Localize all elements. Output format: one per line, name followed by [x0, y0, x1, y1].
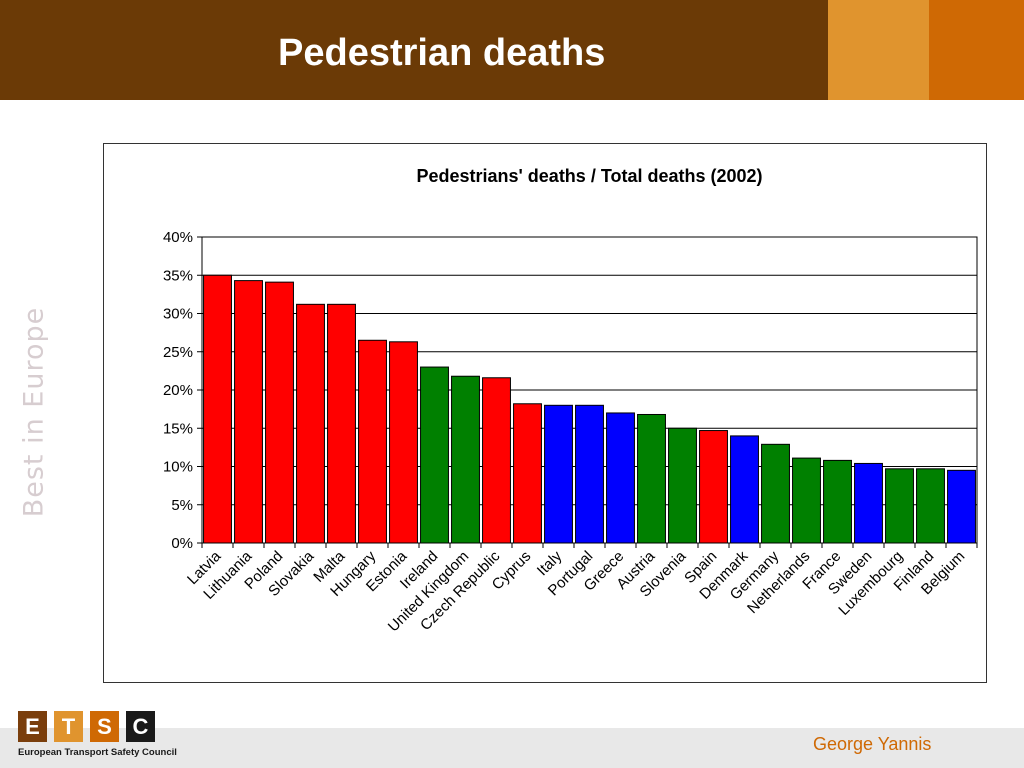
header-accent-dark: [929, 0, 1024, 100]
bar: [296, 303, 325, 544]
bar: [544, 404, 573, 544]
bar: [730, 435, 759, 544]
header-accent-light: [828, 0, 929, 100]
y-tick-label: 30%: [163, 306, 193, 323]
author-name: George Yannis: [813, 734, 932, 754]
bar: [885, 468, 914, 544]
bar: [699, 430, 728, 544]
bar: [575, 404, 604, 544]
footer-bar: [0, 728, 1024, 768]
bar: [668, 427, 697, 544]
y-tick-label: 25%: [163, 344, 193, 361]
y-tick-label: 0%: [171, 535, 193, 552]
y-tick-label: 15%: [163, 420, 193, 437]
bar: [234, 280, 263, 544]
bar: [513, 403, 542, 544]
bar: [420, 366, 449, 544]
logo-letter-s: S: [90, 711, 119, 742]
slide-title: Pedestrian deaths: [278, 32, 606, 74]
bar: [637, 413, 666, 544]
y-tick-label: 5%: [171, 497, 193, 514]
chart-title: Pedestrians' deaths / Total deaths (2002…: [416, 166, 762, 186]
bar: [916, 468, 945, 544]
bar: [451, 375, 480, 544]
bar: [606, 412, 635, 544]
bar: [823, 459, 852, 544]
logo-letter-t: T: [54, 711, 83, 742]
y-tick-label: 20%: [163, 382, 193, 399]
bar: [761, 443, 790, 544]
y-tick-label: 35%: [163, 267, 193, 284]
y-tick-label: 10%: [163, 459, 193, 476]
logo-letter-c: C: [126, 711, 155, 742]
y-tick-label: 40%: [163, 229, 193, 246]
bar: [482, 377, 511, 544]
side-watermark-text: Best in Europe: [18, 306, 50, 518]
chart-frame: Pedestrians' deaths / Total deaths (2002…: [103, 143, 987, 683]
bar: [327, 303, 356, 544]
bar: [792, 457, 821, 544]
logo-letter-e: E: [18, 711, 47, 742]
bar-chart: Pedestrians' deaths / Total deaths (2002…: [163, 166, 978, 635]
bar: [947, 469, 976, 544]
bar: [854, 462, 883, 544]
logo-caption: European Transport Safety Council: [18, 747, 177, 758]
bar: [265, 281, 294, 544]
bar: [203, 274, 232, 544]
bar: [358, 339, 387, 544]
bar: [389, 341, 418, 544]
